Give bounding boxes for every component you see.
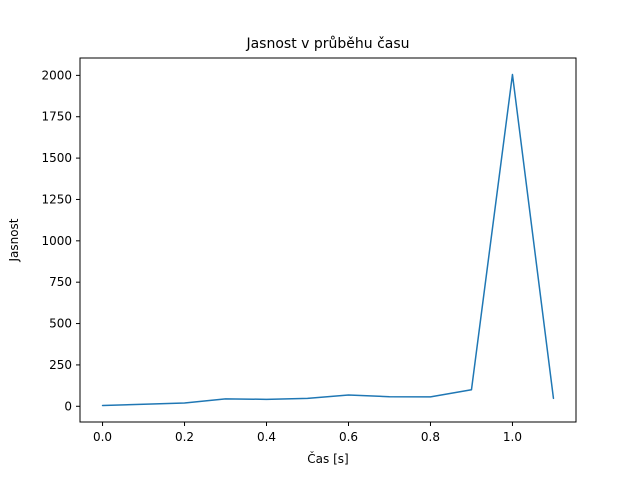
x-tick-label: 0.8 bbox=[421, 430, 440, 444]
y-tick-label: 250 bbox=[49, 358, 72, 372]
data-line-series bbox=[101, 73, 555, 407]
plot-border bbox=[79, 57, 577, 423]
y-tick-label: 0 bbox=[64, 399, 72, 413]
x-axis-label: Čas [s] bbox=[307, 452, 349, 466]
x-tick-label: 0.0 bbox=[93, 430, 112, 444]
y-tick-label: 1500 bbox=[41, 151, 72, 165]
y-tick-label: 1000 bbox=[41, 234, 72, 248]
y-tick-label: 1250 bbox=[41, 192, 72, 206]
y-tick-label: 2000 bbox=[41, 68, 72, 82]
y-tick-label: 500 bbox=[49, 317, 72, 331]
x-tick-label: 0.4 bbox=[257, 430, 276, 444]
y-tick-label: 1750 bbox=[41, 110, 72, 124]
y-axis-label: Jasnost bbox=[7, 218, 21, 262]
y-tick-label: 750 bbox=[49, 275, 72, 289]
x-tick-label: 1.0 bbox=[503, 430, 522, 444]
x-tick-label: 0.2 bbox=[175, 430, 194, 444]
x-tick-label: 0.6 bbox=[339, 430, 358, 444]
chart-title: Jasnost v průběhu času bbox=[246, 36, 410, 52]
